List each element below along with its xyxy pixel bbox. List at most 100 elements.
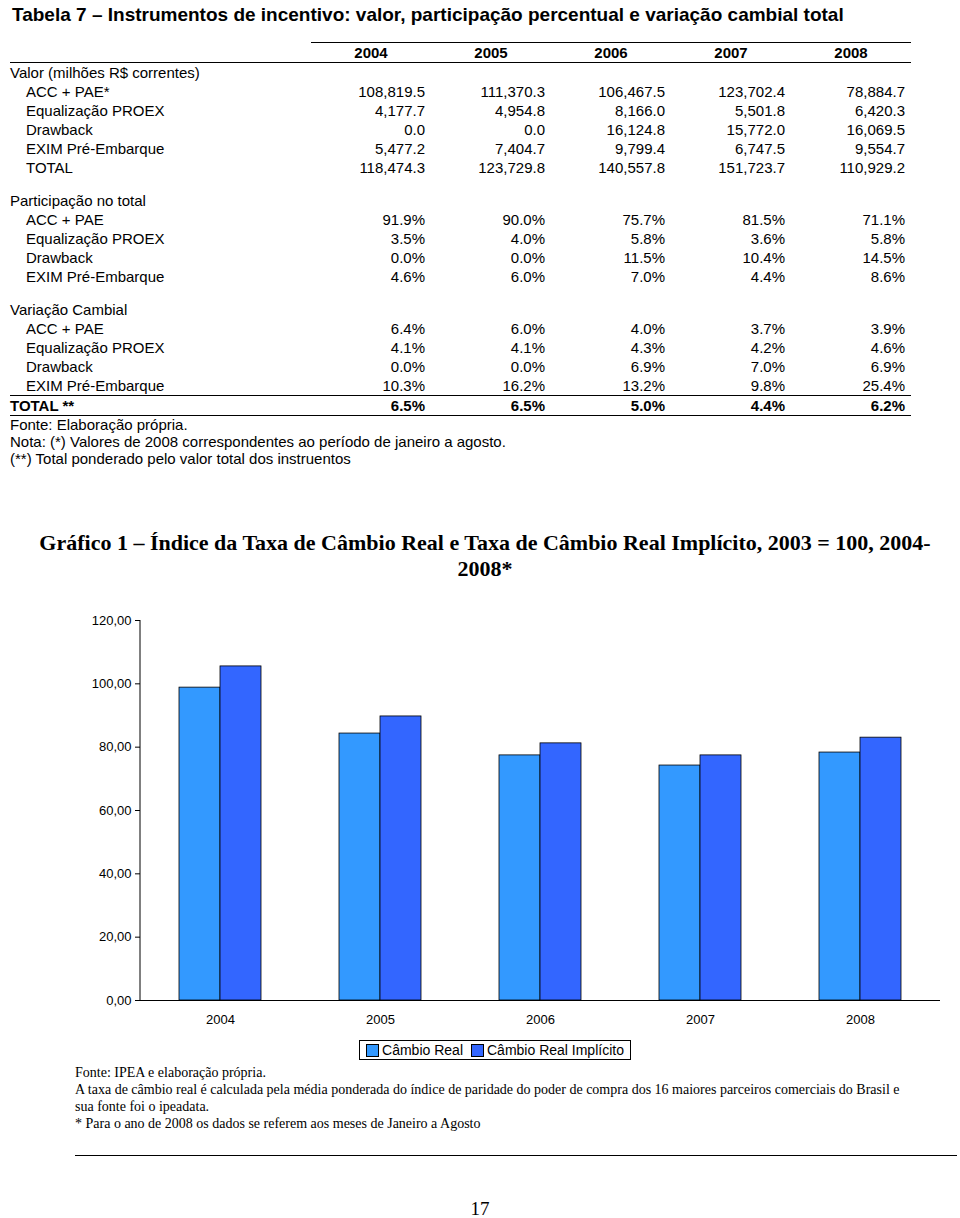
svg-text:2006: 2006 <box>526 1012 555 1027</box>
html-text:EXIM Pré-Embarque: EXIM Pré-Embarque <box>26 377 165 394</box>
html-text:13.2%: 13.2% <box>622 377 665 394</box>
html-text:4,177.7: 4,177.7 <box>375 102 425 119</box>
html-text:4.6%: 4.6% <box>870 339 905 356</box>
html-text:11.5%: 11.5% <box>623 249 665 266</box>
html-text:8.6%: 8.6% <box>870 268 905 285</box>
svg-text:60,00: 60,00 <box>99 803 132 818</box>
html-text:4,954.8: 4,954.8 <box>495 102 545 119</box>
html-text:8,166.0: 8,166.0 <box>615 102 665 119</box>
html-text:0.0: 0.0 <box>404 121 425 138</box>
html-text:6.9%: 6.9% <box>870 358 905 375</box>
svg-text:2004: 2004 <box>206 1012 235 1027</box>
html-text:4.0%: 4.0% <box>630 320 665 337</box>
html-text:6.0%: 6.0% <box>510 268 545 285</box>
html-text:123,729.8: 123,729.8 <box>478 159 545 176</box>
html-text:0.0: 0.0 <box>524 121 545 138</box>
html-text:4.1%: 4.1% <box>510 339 545 356</box>
html-text:Equalização PROEX: Equalização PROEX <box>26 230 165 247</box>
html-text:111,370.3: 111,370.3 <box>480 83 545 100</box>
html-text:140,557.8: 140,557.8 <box>598 159 665 176</box>
html-text:4.4%: 4.4% <box>750 268 785 285</box>
html-text:3.5%: 3.5% <box>390 230 425 247</box>
html-text:ACC + PAE*: ACC + PAE* <box>26 83 110 100</box>
html-text:Valor (milhões R$ correntes): Valor (milhões R$ correntes) <box>10 64 200 81</box>
html-text:ACC + PAE: ACC + PAE <box>26 211 104 228</box>
html-text:10.4%: 10.4% <box>742 249 785 266</box>
html-text:7,404.7: 7,404.7 <box>495 140 545 157</box>
svg-text:120,00: 120,00 <box>92 613 132 628</box>
html-text:A taxa de câmbio real é calcul: A taxa de câmbio real é calculada pela m… <box>75 1082 900 1114</box>
html-text:81.5%: 81.5% <box>742 211 785 228</box>
html-text:Gráfico 1 – Índice da Taxa de: Gráfico 1 – Índice da Taxa de Câmbio Rea… <box>39 530 931 581</box>
html-text:118,474.3: 118,474.3 <box>359 159 425 176</box>
html-text:5.8%: 5.8% <box>870 230 905 247</box>
html-text:75.7%: 75.7% <box>622 211 665 228</box>
html-text:3.6%: 3.6% <box>750 230 785 247</box>
html-text:2007: 2007 <box>714 44 748 61</box>
html-text:Participação no total: Participação no total <box>10 192 146 209</box>
html-text:4.0%: 4.0% <box>510 230 545 247</box>
html-text:14.5%: 14.5% <box>862 249 905 266</box>
html-text:Equalização PROEX: Equalização PROEX <box>26 339 165 356</box>
html-text:78,884.7: 78,884.7 <box>846 83 905 100</box>
html-text:5.8%: 5.8% <box>630 230 665 247</box>
html-text:Tabela 7 – Instrumentos de inc: Tabela 7 – Instrumentos de incentivo: va… <box>12 4 844 25</box>
svg-text:20,00: 20,00 <box>99 929 132 944</box>
html-text:110,929.2: 110,929.2 <box>839 159 905 176</box>
html-text:10.3%: 10.3% <box>382 377 425 394</box>
html-text:90.0%: 90.0% <box>502 211 545 228</box>
html-text:91.9%: 91.9% <box>382 211 425 228</box>
html-text:3.7%: 3.7% <box>750 320 785 337</box>
html-text:5,501.8: 5,501.8 <box>735 102 785 119</box>
html-text:108,819.5: 108,819.5 <box>358 83 425 100</box>
html-text:4.1%: 4.1% <box>390 339 425 356</box>
html-text:16,124.8: 16,124.8 <box>606 121 665 138</box>
html-text:Equalização PROEX: Equalização PROEX <box>26 102 165 119</box>
html-text:7.0%: 7.0% <box>750 358 785 375</box>
html-text:106,467.5: 106,467.5 <box>598 83 665 100</box>
html-text:0.0%: 0.0% <box>390 358 425 375</box>
html-text:9,554.7: 9,554.7 <box>855 140 905 157</box>
html-text:6.0%: 6.0% <box>510 320 545 337</box>
html-text:3.9%: 3.9% <box>870 320 905 337</box>
html-text:151,723.7: 151,723.7 <box>718 159 785 176</box>
html-text:16,069.5: 16,069.5 <box>846 121 905 138</box>
html-text:0.0%: 0.0% <box>510 358 545 375</box>
html-text:2004: 2004 <box>354 44 388 61</box>
html-text:6,420.3: 6,420.3 <box>855 102 905 119</box>
html-text:Drawback: Drawback <box>26 121 93 138</box>
html-text:123,702.4: 123,702.4 <box>718 83 785 100</box>
html-text:9,799.4: 9,799.4 <box>615 140 665 157</box>
svg-text:0,00: 0,00 <box>106 993 131 1008</box>
svg-text:100,00: 100,00 <box>92 676 132 691</box>
html-text:7.0%: 7.0% <box>630 268 665 285</box>
html-text:EXIM Pré-Embarque: EXIM Pré-Embarque <box>26 140 165 157</box>
html-text:16.2%: 16.2% <box>502 377 545 394</box>
html-text:0.0%: 0.0% <box>510 249 545 266</box>
html-text:15,772.0: 15,772.0 <box>726 121 785 138</box>
html-text:4.2%: 4.2% <box>750 339 785 356</box>
html-text:4.3%: 4.3% <box>630 339 665 356</box>
html-text:6.4%: 6.4% <box>390 320 425 337</box>
html-text:17: 17 <box>470 1198 490 1218</box>
svg-text:2005: 2005 <box>366 1012 395 1027</box>
html-text:2005: 2005 <box>474 44 508 61</box>
html-text:6,747.5: 6,747.5 <box>735 140 785 157</box>
html-text:Drawback: Drawback <box>26 358 93 375</box>
html-text:0.0%: 0.0% <box>390 249 425 266</box>
html-text:ACC + PAE: ACC + PAE <box>26 320 104 337</box>
html-text:6.9%: 6.9% <box>630 358 665 375</box>
html-text:4.6%: 4.6% <box>390 268 425 285</box>
html-text:71.1%: 71.1% <box>862 211 905 228</box>
html-text:5,477.2: 5,477.2 <box>375 140 425 157</box>
svg-text:80,00: 80,00 <box>99 739 132 754</box>
svg-text:2008: 2008 <box>846 1012 875 1027</box>
html-text:Variação Cambial: Variação Cambial <box>10 301 128 318</box>
html-text:EXIM Pré-Embarque: EXIM Pré-Embarque <box>26 268 165 285</box>
svg-text:40,00: 40,00 <box>99 866 132 881</box>
svg-text:2007: 2007 <box>686 1012 715 1027</box>
html-text:2008: 2008 <box>834 44 868 61</box>
html-text:2006: 2006 <box>594 44 628 61</box>
html-text:TOTAL: TOTAL <box>26 159 73 176</box>
html-text:Drawback: Drawback <box>26 249 93 266</box>
